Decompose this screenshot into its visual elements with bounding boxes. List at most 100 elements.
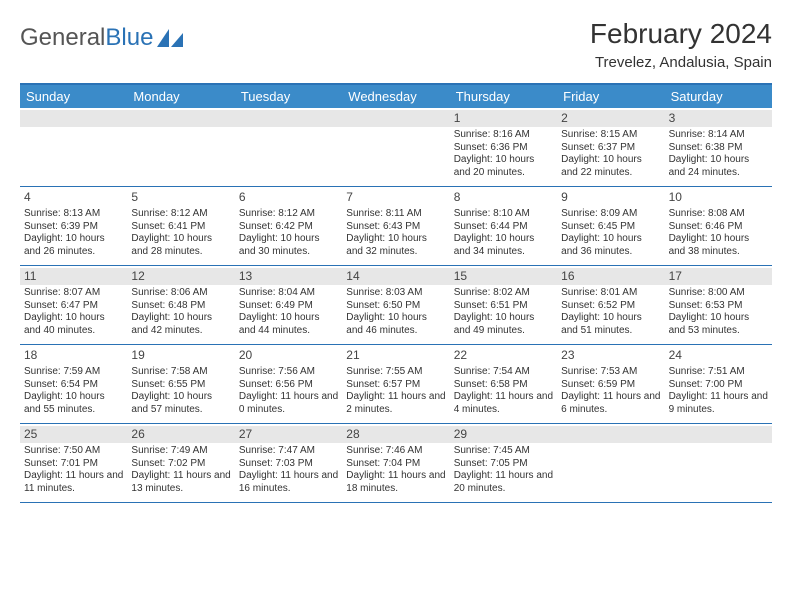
calendar-cell: [127, 108, 234, 186]
daylight-line: Daylight: 10 hours and 40 minutes.: [24, 312, 123, 337]
day-number: 28: [342, 426, 449, 443]
day-number: 22: [450, 347, 557, 364]
daylight-line: Daylight: 10 hours and 26 minutes.: [24, 233, 123, 258]
sunset-line: Sunset: 6:56 PM: [239, 379, 338, 392]
day-header: Friday: [557, 85, 664, 108]
day-number: 21: [342, 347, 449, 364]
empty-day: [665, 426, 772, 443]
day-header-row: SundayMondayTuesdayWednesdayThursdayFrid…: [20, 85, 772, 108]
sunrise-line: Sunrise: 8:00 AM: [669, 287, 768, 300]
day-number: 14: [342, 268, 449, 285]
calendar-cell: 14 Sunrise: 8:03 AMSunset: 6:50 PMDayligh…: [342, 266, 449, 344]
day-number: 8: [450, 189, 557, 206]
sunrise-line: Sunrise: 8:15 AM: [561, 129, 660, 142]
calendar-cell: 13Sunrise: 8:04 AMSunset: 6:49 PMDayligh…: [235, 266, 342, 344]
daylight-line: Daylight: 10 hours and 53 minutes.: [669, 312, 768, 337]
week-row: 25Sunrise: 7:50 AMSunset: 7:01 PMDayligh…: [20, 424, 772, 503]
sunrise-line: Sunrise: 8:03 AM: [346, 287, 445, 300]
sunrise-line: Sunrise: 7:47 AM: [239, 445, 338, 458]
daylight-line: Daylight: 10 hours and 22 minutes.: [561, 154, 660, 179]
sunrise-line: Sunrise: 8:08 AM: [669, 208, 768, 221]
sunrise-line: Sunrise: 7:56 AM: [239, 366, 338, 379]
calendar-cell: 10Sunrise: 8:08 AMSunset: 6:46 PMDayligh…: [665, 187, 772, 265]
sunset-line: Sunset: 7:03 PM: [239, 458, 338, 471]
sunset-line: Sunset: 6:52 PM: [561, 300, 660, 313]
sunset-line: Sunset: 6:49 PM: [239, 300, 338, 313]
calendar-cell: 17Sunrise: 8:00 AMSunset: 6:53 PMDayligh…: [665, 266, 772, 344]
day-header: Saturday: [665, 85, 772, 108]
daylight-line: Daylight: 10 hours and 28 minutes.: [131, 233, 230, 258]
sunrise-line: Sunrise: 8:16 AM: [454, 129, 553, 142]
sunrise-line: Sunrise: 8:01 AM: [561, 287, 660, 300]
calendar-cell: 20Sunrise: 7:56 AMSunset: 6:56 PMDayligh…: [235, 345, 342, 423]
calendar-cell: 7Sunrise: 8:11 AMSunset: 6:43 PMDaylight…: [342, 187, 449, 265]
daylight-line: Daylight: 10 hours and 44 minutes.: [239, 312, 338, 337]
sunrise-line: Sunrise: 8:12 AM: [131, 208, 230, 221]
calendar-cell: 23Sunrise: 7:53 AMSunset: 6:59 PMDayligh…: [557, 345, 664, 423]
day-number: 5: [127, 189, 234, 206]
sunrise-line: Sunrise: 7:53 AM: [561, 366, 660, 379]
day-number: 19: [127, 347, 234, 364]
sunset-line: Sunset: 7:05 PM: [454, 458, 553, 471]
day-header: Thursday: [450, 85, 557, 108]
calendar-cell: 5Sunrise: 8:12 AMSunset: 6:41 PMDaylight…: [127, 187, 234, 265]
calendar-cell: [342, 108, 449, 186]
day-number: 3: [665, 110, 772, 127]
empty-day: [127, 110, 234, 127]
daylight-line: Daylight: 10 hours and 34 minutes.: [454, 233, 553, 258]
day-number: 18: [20, 347, 127, 364]
day-number: 10: [665, 189, 772, 206]
day-number: 29: [450, 426, 557, 443]
sunset-line: Sunset: 6:51 PM: [454, 300, 553, 313]
sunset-line: Sunset: 6:45 PM: [561, 221, 660, 234]
brand-logo: GeneralBlue: [20, 24, 183, 52]
sunset-line: Sunset: 6:42 PM: [239, 221, 338, 234]
brand-sail-icon: [157, 29, 183, 47]
sunrise-line: Sunrise: 8:07 AM: [24, 287, 123, 300]
daylight-line: Daylight: 10 hours and 55 minutes.: [24, 391, 123, 416]
daylight-line: Daylight: 10 hours and 38 minutes.: [669, 233, 768, 258]
sunset-line: Sunset: 6:59 PM: [561, 379, 660, 392]
daylight-line: Daylight: 11 hours and 18 minutes.: [346, 470, 445, 495]
calendar-cell: 2Sunrise: 8:15 AMSunset: 6:37 PMDaylight…: [557, 108, 664, 186]
sunset-line: Sunset: 6:48 PM: [131, 300, 230, 313]
sunrise-line: Sunrise: 7:45 AM: [454, 445, 553, 458]
calendar-cell: 11Sunrise: 8:07 AMSunset: 6:47 PMDayligh…: [20, 266, 127, 344]
day-number: 16: [557, 268, 664, 285]
sunrise-line: Sunrise: 7:55 AM: [346, 366, 445, 379]
calendar-cell: 22Sunrise: 7:54 AMSunset: 6:58 PMDayligh…: [450, 345, 557, 423]
calendar-cell: 26Sunrise: 7:49 AMSunset: 7:02 PMDayligh…: [127, 424, 234, 502]
day-number: 2: [557, 110, 664, 127]
sunset-line: Sunset: 6:36 PM: [454, 142, 553, 155]
daylight-line: Daylight: 11 hours and 6 minutes.: [561, 391, 660, 416]
sunset-line: Sunset: 6:54 PM: [24, 379, 123, 392]
daylight-line: Daylight: 10 hours and 46 minutes.: [346, 312, 445, 337]
calendar-cell: 19Sunrise: 7:58 AMSunset: 6:55 PMDayligh…: [127, 345, 234, 423]
day-number: 17: [665, 268, 772, 285]
calendar-cell: 21Sunrise: 7:55 AMSunset: 6:57 PMDayligh…: [342, 345, 449, 423]
calendar-cell: 12Sunrise: 8:06 AMSunset: 6:48 PMDayligh…: [127, 266, 234, 344]
day-header: Sunday: [20, 85, 127, 108]
sunset-line: Sunset: 6:38 PM: [669, 142, 768, 155]
title-block: February 2024 Trevelez, Andalusia, Spain: [590, 18, 772, 71]
calendar: SundayMondayTuesdayWednesdayThursdayFrid…: [20, 83, 772, 503]
daylight-line: Daylight: 10 hours and 51 minutes.: [561, 312, 660, 337]
daylight-line: Daylight: 11 hours and 4 minutes.: [454, 391, 553, 416]
day-number: 6: [235, 189, 342, 206]
calendar-cell: 1Sunrise: 8:16 AMSunset: 6:36 PMDaylight…: [450, 108, 557, 186]
sunset-line: Sunset: 6:44 PM: [454, 221, 553, 234]
sunrise-line: Sunrise: 7:46 AM: [346, 445, 445, 458]
calendar-cell: [665, 424, 772, 502]
sunset-line: Sunset: 6:50 PM: [346, 300, 445, 313]
sunrise-line: Sunrise: 7:51 AM: [669, 366, 768, 379]
daylight-line: Daylight: 11 hours and 20 minutes.: [454, 470, 553, 495]
sunrise-line: Sunrise: 8:02 AM: [454, 287, 553, 300]
weeks-container: 1Sunrise: 8:16 AMSunset: 6:36 PMDaylight…: [20, 108, 772, 503]
brand-part1: General: [20, 24, 105, 52]
sunrise-line: Sunrise: 8:12 AM: [239, 208, 338, 221]
day-header: Tuesday: [235, 85, 342, 108]
daylight-line: Daylight: 10 hours and 36 minutes.: [561, 233, 660, 258]
sunset-line: Sunset: 6:57 PM: [346, 379, 445, 392]
daylight-line: Daylight: 11 hours and 9 minutes.: [669, 391, 768, 416]
sunrise-line: Sunrise: 8:13 AM: [24, 208, 123, 221]
